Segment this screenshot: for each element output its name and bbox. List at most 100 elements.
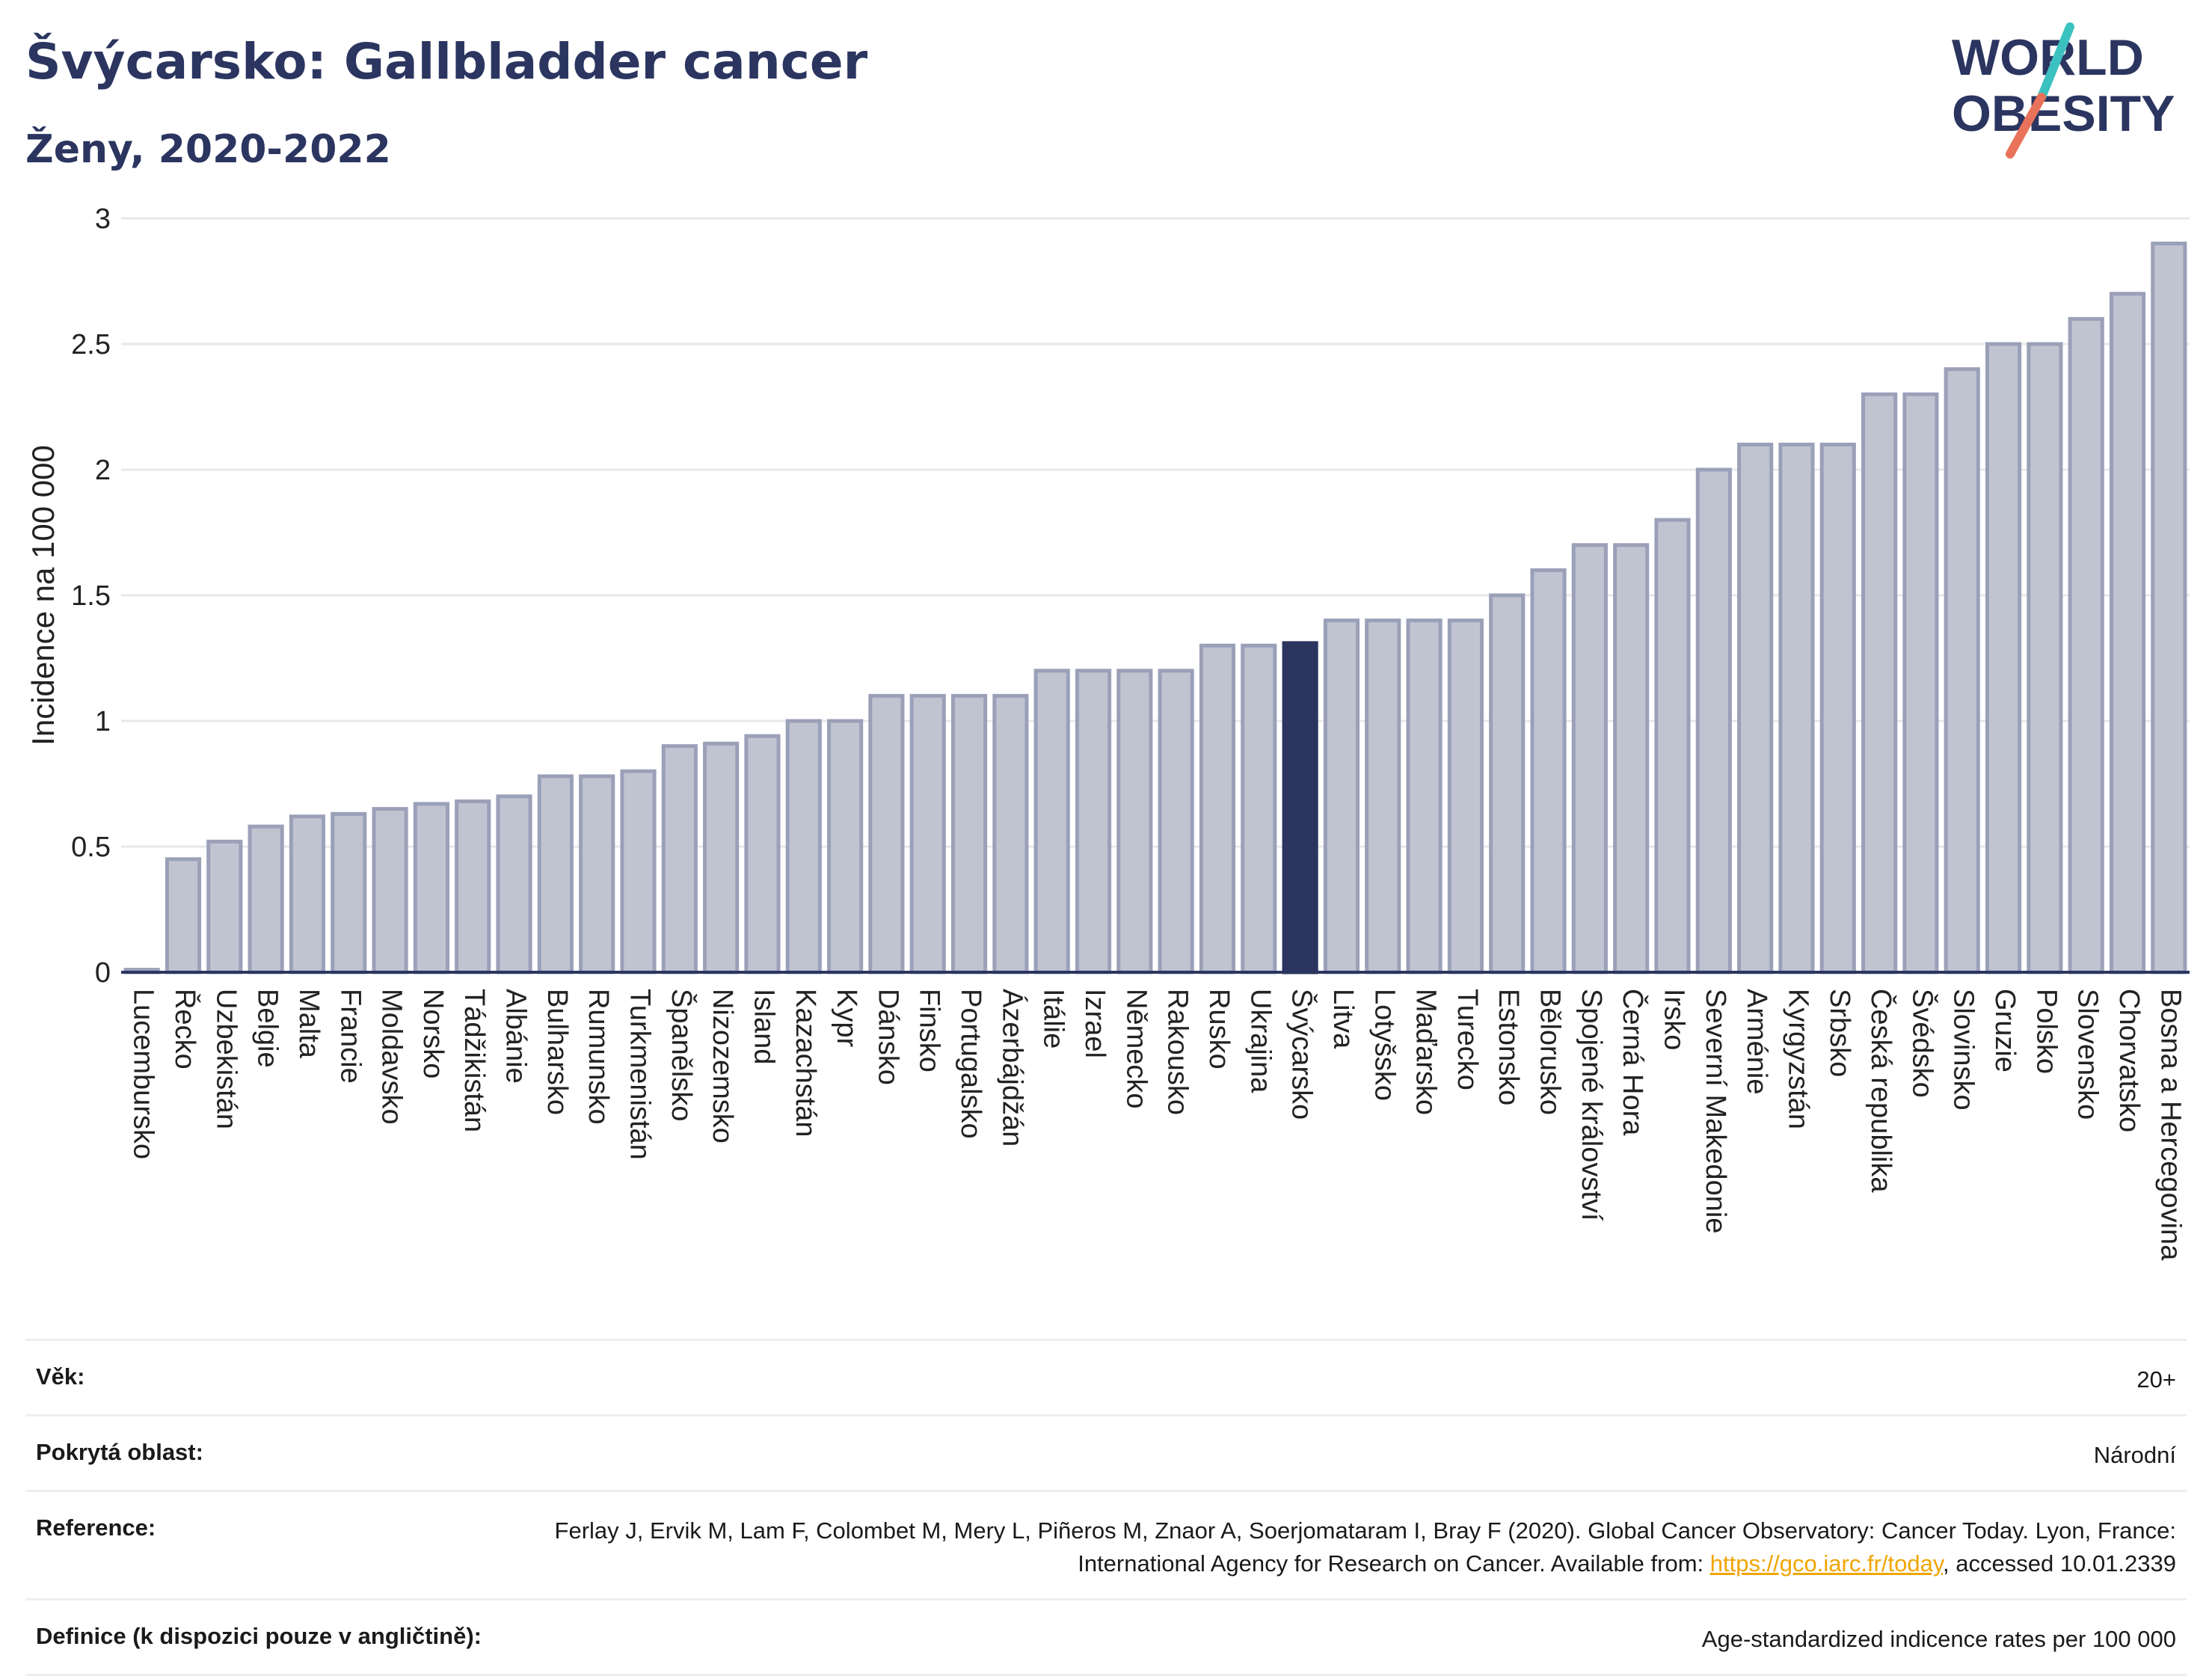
bar: [1158, 669, 1194, 974]
x-tick-label: Slovinsko: [1948, 989, 1979, 1111]
x-tick-label: Lucembursko: [128, 989, 159, 1159]
bar: [744, 734, 781, 974]
x-tick-label: Rusko: [1203, 989, 1235, 1069]
bar: [331, 811, 367, 974]
page-subtitle: Ženy, 2020-2022: [25, 127, 391, 172]
bar: [1530, 568, 1567, 974]
x-axis-labels: Lucembursko Řecko Uzbekistán Belgie Malta Fra…: [128, 989, 2187, 1261]
bar: [455, 799, 491, 974]
bar: [1447, 618, 1484, 974]
bar: [537, 774, 574, 974]
y-tick-label: 0.5: [71, 832, 111, 863]
bar: [248, 824, 284, 974]
x-tick-label: Černá Hora: [1617, 989, 1650, 1136]
logo-slash-coral: [2006, 93, 2046, 159]
metadata-table: Věk: 20+ Pokrytá oblast: Národní Referen…: [25, 1339, 2187, 1676]
y-axis-ticks: 0 0.5 1 1.5 2 2.5 3: [71, 203, 111, 989]
x-tick-label: Česká republika: [1865, 989, 1898, 1193]
reference-link[interactable]: https://gco.iarc.fr/today: [1709, 1550, 1944, 1577]
bar: [2027, 342, 2063, 974]
x-tick-label: Gruzie: [1989, 989, 2021, 1072]
bar: [1861, 392, 1898, 974]
x-tick-label: Bělorusko: [1534, 989, 1566, 1115]
x-tick-label: Uzbekistán: [210, 989, 242, 1129]
x-tick-label: Tádžikistán: [458, 989, 490, 1132]
y-tick-label: 1.5: [71, 580, 111, 612]
bar: [1116, 669, 1153, 974]
logo-line2: OBESITY: [1952, 85, 2175, 142]
bar: [868, 693, 905, 974]
logo-slash-teal: [2037, 22, 2074, 102]
bar: [206, 839, 243, 974]
bar: [1654, 518, 1691, 974]
x-tick-label: Maďarsko: [1410, 989, 1442, 1115]
bar: [1282, 641, 1318, 974]
bar: [661, 744, 698, 974]
x-tick-label: Chorvatsko: [2113, 989, 2145, 1132]
y-tick-label: 0: [95, 957, 111, 989]
age-label: Věk:: [36, 1363, 85, 1390]
x-tick-label: Island: [748, 989, 779, 1064]
x-tick-label: Španělsko: [666, 989, 698, 1121]
x-tick-label: Arménie: [1741, 989, 1772, 1095]
bar: [1819, 442, 1856, 974]
x-tick-label: Rakousko: [1162, 989, 1193, 1115]
x-tick-label: Malta: [293, 989, 325, 1059]
coverage-value: Národní: [2093, 1442, 2176, 1468]
bar: [1489, 593, 1526, 974]
x-tick-label: Belgie: [252, 989, 283, 1068]
bar: [165, 857, 202, 974]
bars: [123, 242, 2187, 974]
x-tick-label: Švédsko: [1906, 989, 1939, 1098]
x-tick-label: Kypr: [831, 989, 862, 1047]
bar: [1985, 342, 2022, 974]
x-tick-label: Bulharsko: [541, 989, 573, 1115]
bar: [1199, 643, 1236, 974]
y-tick-label: 3: [95, 203, 111, 235]
reference-value: Ferlay J, Ervik M, Lam F, Colombet M, Me…: [531, 1514, 2176, 1580]
x-tick-label: Norsko: [417, 989, 449, 1078]
x-tick-label: Řecko: [169, 989, 201, 1069]
age-value: 20+: [2136, 1366, 2176, 1393]
bar: [1613, 543, 1650, 974]
meta-row-reference: Reference: Ferlay J, Ervik M, Lam F, Col…: [25, 1490, 2187, 1598]
bar: [289, 814, 326, 974]
definition-value: Age-standardized indicence rates per 100…: [1701, 1626, 2176, 1652]
x-tick-label: Portugalsko: [955, 989, 986, 1139]
bar: [827, 719, 864, 974]
meta-row-age: Věk: 20+: [25, 1339, 2187, 1414]
reference-text: Ferlay J, Ervik M, Lam F, Colombet M, Me…: [554, 1517, 2176, 1577]
x-tick-label: Kazachstán: [790, 989, 821, 1138]
x-tick-label: Kyrgyzstán: [1782, 989, 1813, 1129]
y-tick-label: 2.5: [71, 329, 111, 360]
x-tick-label: Bosna a Hercegovina: [2154, 989, 2186, 1261]
x-tick-label: Estonsko: [1493, 989, 1524, 1105]
bar: [1241, 643, 1277, 974]
x-tick-label: Izrael: [1079, 989, 1110, 1058]
bar: [413, 802, 449, 974]
bar: [1075, 669, 1112, 974]
x-tick-label: Spojené království: [1576, 989, 1607, 1221]
x-tick-label: Itálie: [1038, 989, 1069, 1049]
bar: [1571, 543, 1608, 974]
x-tick-label: Litva: [1327, 989, 1359, 1049]
x-tick-label: Finsko: [914, 989, 945, 1072]
reference-accessed: , accessed 10.01.2339: [1943, 1550, 2176, 1577]
bar: [620, 769, 657, 974]
x-tick-label: Lotyšsko: [1368, 989, 1400, 1101]
bar: [950, 693, 988, 974]
bar: [1737, 442, 1774, 974]
coverage-label: Pokrytá oblast:: [36, 1439, 203, 1465]
x-tick-label: Albánie: [500, 989, 532, 1084]
meta-row-coverage: Pokrytá oblast: Národní: [25, 1414, 2187, 1490]
bar: [785, 719, 822, 974]
x-tick-label: Srbsko: [1824, 989, 1855, 1077]
x-tick-label: Rumunsko: [583, 989, 614, 1125]
x-tick-label: Irsko: [1659, 989, 1690, 1050]
bar-chart: 0 0.5 1 1.5 2 2.5 3 Lucembursko Řecko Uzbekistán…: [25, 203, 2190, 1261]
bar: [2109, 292, 2146, 974]
x-tick-label: Německo: [1120, 989, 1152, 1109]
x-tick-label: Ázerbájdžán: [996, 989, 1028, 1147]
x-tick-label: Nizozemsko: [707, 989, 738, 1144]
x-tick-label: Dánsko: [872, 989, 903, 1085]
